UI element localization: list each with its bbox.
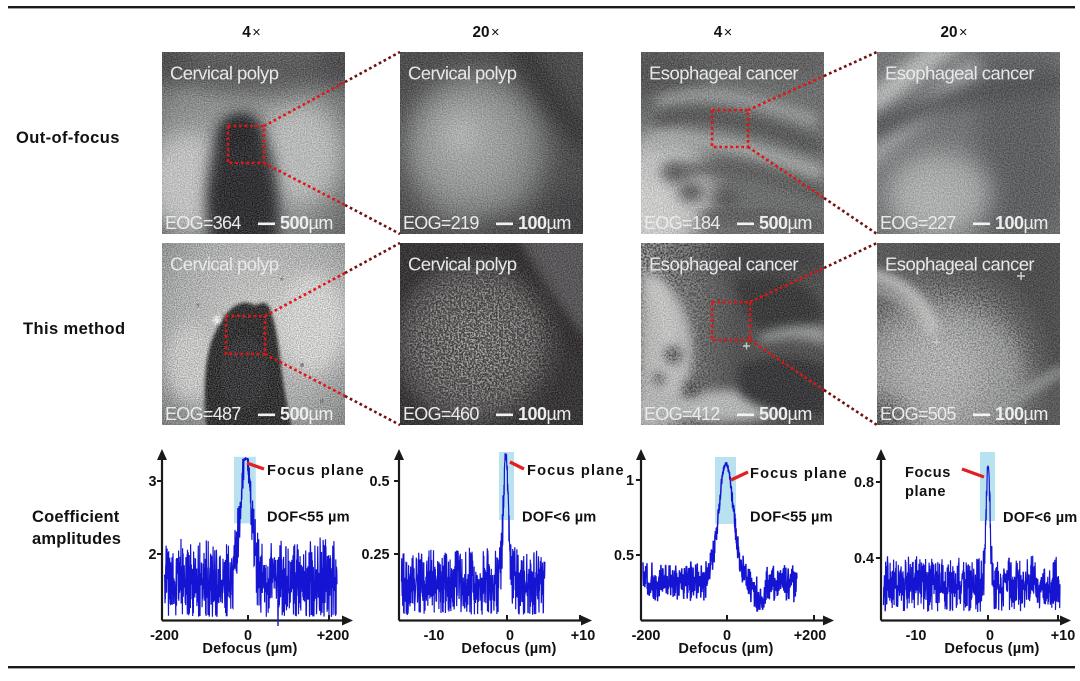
svg-text:-200: -200	[150, 628, 179, 644]
svg-text:0: 0	[723, 628, 731, 644]
svg-text:500µm: 500µm	[759, 404, 812, 424]
svg-text:4×: 4 ×	[242, 24, 260, 41]
svg-text:100µm: 100µm	[518, 213, 571, 233]
svg-text:500µm: 500µm	[759, 213, 812, 233]
svg-text:100µm: 100µm	[995, 213, 1048, 233]
svg-text:+10: +10	[571, 628, 595, 644]
svg-text:EOG=487: EOG=487	[165, 404, 241, 424]
svg-text:DOF<55 µm: DOF<55 µm	[267, 510, 350, 526]
svg-text:4×: 4 ×	[714, 24, 732, 41]
svg-text:Cervical polyp: Cervical polyp	[170, 63, 279, 84]
svg-text:Out-of-focus: Out-of-focus	[16, 129, 120, 147]
svg-text:Coefficient: Coefficient	[32, 508, 120, 526]
svg-text:plane: plane	[905, 484, 946, 500]
svg-text:EOG=364: EOG=364	[165, 213, 241, 233]
svg-text:3: 3	[148, 474, 156, 490]
svg-text:0.4: 0.4	[854, 551, 874, 567]
svg-text:EOG=505: EOG=505	[880, 404, 956, 424]
svg-text:20×: 20 ×	[941, 24, 968, 41]
svg-text:EOG=412: EOG=412	[644, 404, 720, 424]
svg-text:EOG=227: EOG=227	[880, 213, 956, 233]
svg-text:DOF<6 µm: DOF<6 µm	[1003, 510, 1077, 526]
svg-text:0.5: 0.5	[369, 474, 389, 490]
svg-text:Defocus (µm): Defocus (µm)	[678, 641, 773, 657]
svg-text:EOG=460: EOG=460	[403, 404, 479, 424]
svg-text:Defocus (µm): Defocus (µm)	[461, 641, 556, 657]
svg-text:0: 0	[244, 628, 252, 644]
svg-text:Focus: Focus	[905, 465, 951, 481]
svg-text:DOF<6 µm: DOF<6 µm	[522, 510, 596, 526]
svg-text:-10: -10	[906, 628, 927, 644]
svg-text:EOG=184: EOG=184	[644, 213, 720, 233]
svg-text:Cervical polyp: Cervical polyp	[170, 254, 279, 275]
svg-text:500µm: 500µm	[280, 404, 333, 424]
svg-text:0: 0	[986, 628, 994, 644]
svg-text:-200: -200	[632, 628, 661, 644]
svg-text:DOF<55 µm: DOF<55 µm	[750, 510, 833, 526]
svg-text:500µm: 500µm	[280, 213, 333, 233]
svg-text:+200: +200	[317, 628, 349, 644]
svg-text:Focus plane: Focus plane	[527, 463, 625, 479]
svg-text:1: 1	[626, 473, 634, 489]
svg-text:100µm: 100µm	[995, 404, 1048, 424]
svg-text:0.5: 0.5	[614, 548, 634, 564]
svg-text:0: 0	[506, 628, 514, 644]
svg-text:amplitudes: amplitudes	[32, 530, 121, 548]
svg-text:Cervical polyp: Cervical polyp	[408, 63, 517, 84]
svg-text:Esophageal cancer: Esophageal cancer	[649, 254, 798, 275]
svg-text:EOG=219: EOG=219	[403, 213, 479, 233]
svg-text:0.8: 0.8	[854, 475, 874, 491]
svg-text:0.25: 0.25	[361, 547, 389, 563]
svg-text:Esophageal cancer: Esophageal cancer	[649, 63, 798, 84]
svg-text:Esophageal cancer: Esophageal cancer	[885, 63, 1034, 84]
svg-text:+200: +200	[794, 628, 826, 644]
svg-text:Focus plane: Focus plane	[750, 466, 848, 482]
svg-text:-10: -10	[424, 628, 445, 644]
svg-text:100µm: 100µm	[518, 404, 571, 424]
svg-text:Focus plane: Focus plane	[267, 463, 365, 479]
svg-text:2: 2	[148, 547, 156, 563]
svg-text:+10: +10	[1051, 628, 1075, 644]
svg-text:Cervical polyp: Cervical polyp	[408, 254, 517, 275]
svg-text:Esophageal cancer: Esophageal cancer	[885, 254, 1034, 275]
svg-text:Defocus (µm): Defocus (µm)	[202, 641, 297, 657]
svg-text:Defocus (µm): Defocus (µm)	[944, 641, 1039, 657]
svg-text:This method: This method	[23, 320, 125, 338]
svg-text:20×: 20 ×	[473, 24, 500, 41]
